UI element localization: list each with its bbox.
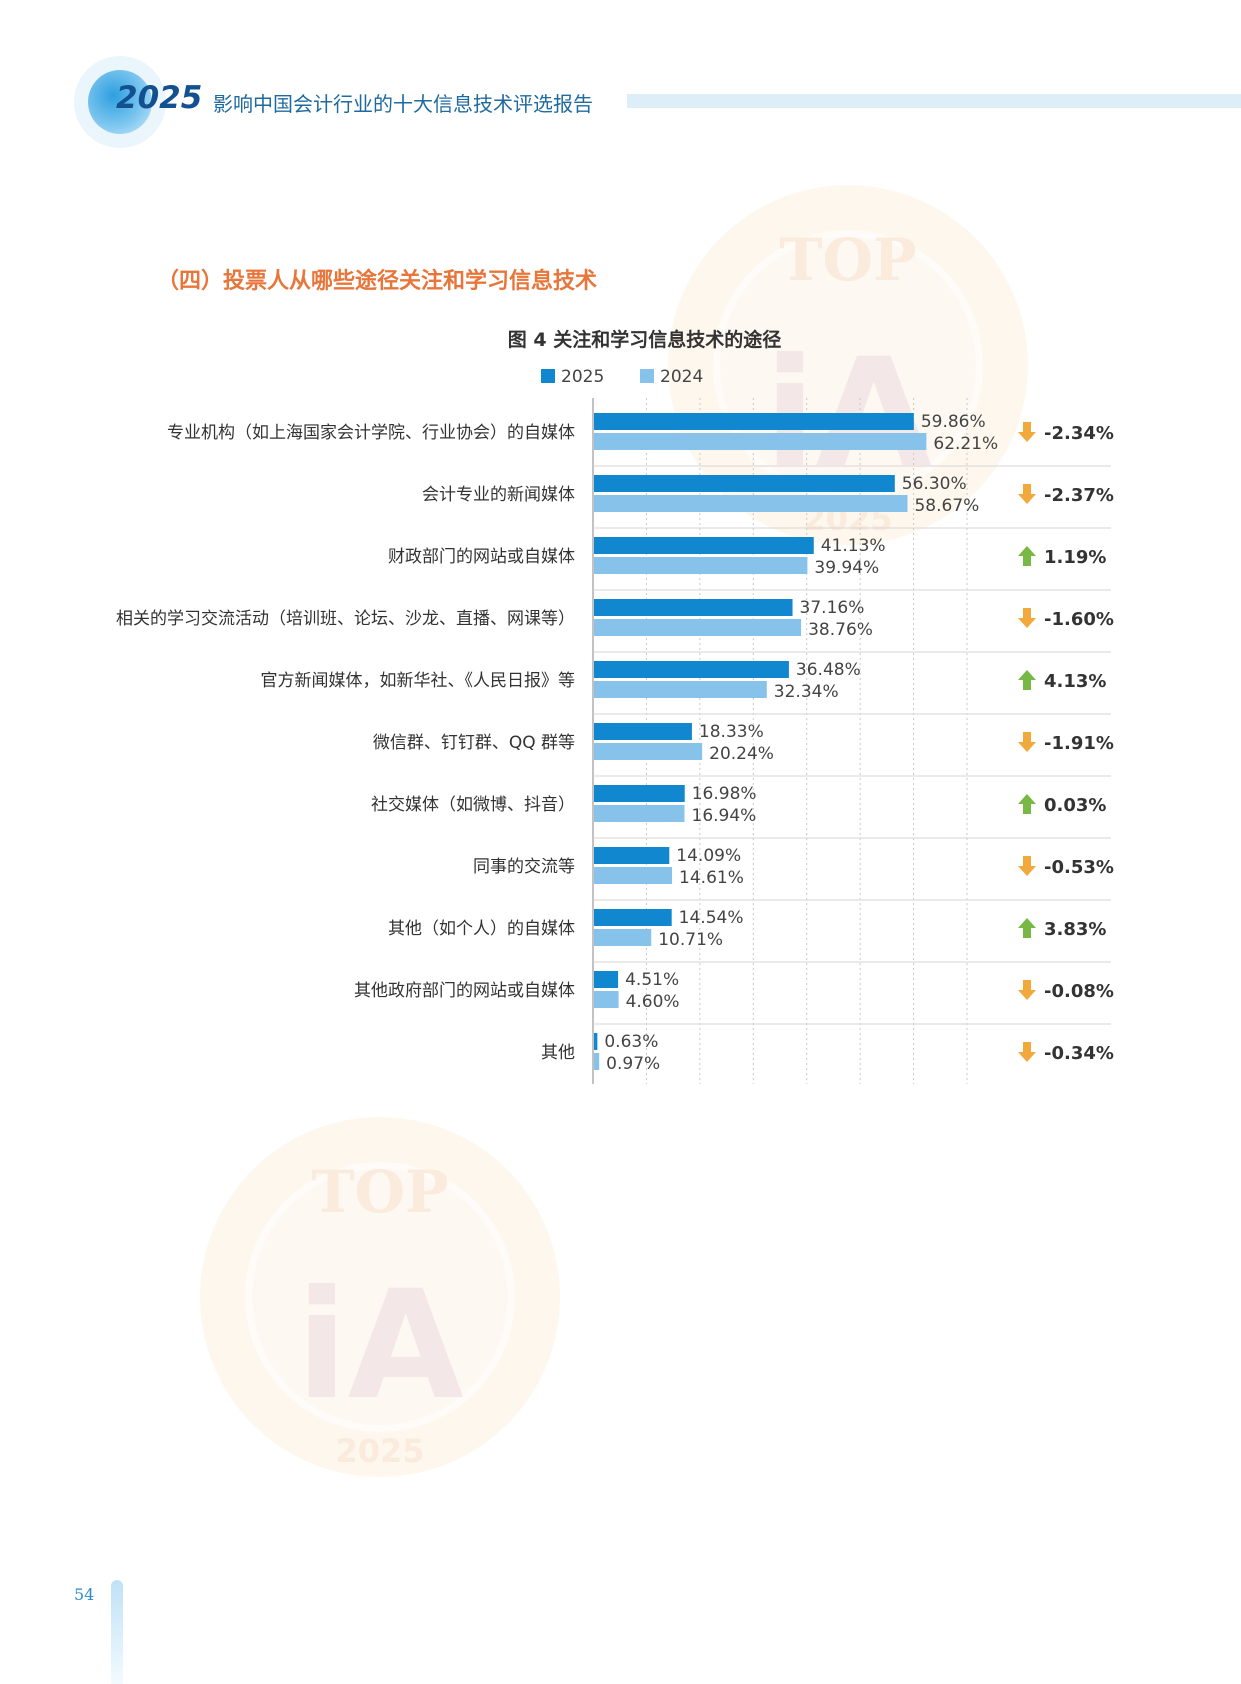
bar-2024 [594, 681, 767, 698]
bar-2024 [594, 991, 619, 1008]
bar-2025 [594, 971, 619, 988]
bar-2025 [594, 413, 914, 430]
up-arrow-icon [1018, 670, 1036, 690]
category-label: 其他政府部门的网站或自媒体 [354, 981, 575, 1001]
legend-label-2024: 2024 [660, 367, 704, 387]
bar-2024 [594, 1053, 600, 1070]
change-label: -0.34% [1044, 1043, 1114, 1064]
data-label-2024: 10.71% [658, 930, 723, 950]
bar-2025 [594, 909, 672, 926]
data-label-2024: 58.67% [914, 496, 979, 516]
data-label-2024: 32.34% [774, 682, 839, 702]
data-label-2024: 39.94% [814, 558, 879, 578]
watermark-top-text: TOP [779, 226, 916, 294]
bar-2024 [594, 805, 685, 822]
category-label: 同事的交流等 [473, 857, 575, 877]
data-label-2025: 0.63% [604, 1032, 658, 1052]
bar-2025 [594, 661, 789, 678]
bar-2024 [594, 929, 652, 946]
change-label: -1.91% [1044, 733, 1114, 754]
legend-label-2025: 2025 [561, 367, 605, 387]
change-label: -0.53% [1044, 857, 1114, 878]
data-label-2025: 36.48% [796, 660, 861, 680]
bar-2025 [594, 723, 692, 740]
data-label-2024: 62.21% [933, 434, 998, 454]
header-emblem [88, 70, 152, 134]
bar-2024 [594, 557, 808, 574]
data-label-2024: 20.24% [709, 744, 774, 764]
bar-2024 [594, 619, 802, 636]
change-label: 0.03% [1044, 795, 1106, 816]
section-title: （四）投票人从哪些途径关注和学习信息技术 [157, 269, 598, 294]
data-label-2025: 4.51% [625, 970, 679, 990]
category-label: 专业机构（如上海国家会计学院、行业协会）的自媒体 [167, 423, 575, 443]
change-label: 4.13% [1044, 671, 1106, 692]
bar-2025 [594, 537, 814, 554]
change-label: -2.34% [1044, 423, 1114, 444]
up-arrow-icon [1018, 794, 1036, 814]
bar-2025 [594, 847, 670, 864]
data-label-2024: 0.97% [606, 1054, 660, 1074]
change-label: 3.83% [1044, 919, 1106, 940]
page-number: 54 [74, 1585, 95, 1604]
down-arrow-icon [1018, 856, 1036, 876]
legend-item-2025: 2025 [541, 367, 604, 387]
data-label-2024: 38.76% [808, 620, 873, 640]
data-label-2025: 41.13% [821, 536, 886, 556]
bar-2024 [594, 433, 927, 450]
category-label: 会计专业的新闻媒体 [422, 485, 575, 505]
bar-2025 [594, 1033, 598, 1050]
chart-title: 图 4 关注和学习信息技术的途径 [507, 329, 782, 351]
header-title: 影响中国会计行业的十大信息技术评选报告 [213, 92, 593, 116]
bar-2025 [594, 599, 793, 616]
page-side-bar [111, 1580, 123, 1684]
category-label: 相关的学习交流活动（培训班、论坛、沙龙、直播、网课等） [116, 609, 575, 629]
bar-2024 [594, 867, 673, 884]
data-label-2025: 14.54% [679, 908, 744, 928]
change-label: -0.08% [1044, 981, 1114, 1002]
up-arrow-icon [1018, 918, 1036, 938]
category-label: 社交媒体（如微博、抖音） [371, 795, 575, 815]
legend-swatch-2025 [541, 369, 555, 383]
up-arrow-icon [1018, 546, 1036, 566]
data-label-2025: 59.86% [921, 412, 986, 432]
data-label-2025: 56.30% [902, 474, 967, 494]
category-label: 财政部门的网站或自媒体 [388, 547, 575, 567]
bar-2024 [594, 743, 703, 760]
down-arrow-icon [1018, 608, 1036, 628]
data-label-2024: 16.94% [692, 806, 757, 826]
data-label-2024: 4.60% [626, 992, 680, 1012]
data-label-2024: 14.61% [679, 868, 744, 888]
bar-2024 [594, 495, 908, 512]
header-year: 2025 [116, 80, 203, 116]
down-arrow-icon [1018, 484, 1036, 504]
category-label: 其他 [541, 1043, 575, 1063]
header-rule [627, 94, 1241, 108]
change-label: -1.60% [1044, 609, 1114, 630]
bar-2025 [594, 785, 685, 802]
watermark-year-2: 2025 [335, 1432, 424, 1470]
category-label: 微信群、钉钉群、QQ 群等 [373, 733, 575, 753]
change-label: -2.37% [1044, 485, 1114, 506]
category-label: 官方新闻媒体，如新华社、《人民日报》等 [261, 671, 576, 691]
data-label-2025: 18.33% [699, 722, 764, 742]
change-label: 1.19% [1044, 547, 1106, 568]
down-arrow-icon [1018, 422, 1036, 442]
category-label: 其他（如个人）的自媒体 [388, 919, 575, 939]
data-label-2025: 37.16% [800, 598, 865, 618]
legend-item-2024: 2024 [640, 367, 703, 387]
down-arrow-icon [1018, 980, 1036, 1000]
down-arrow-icon [1018, 732, 1036, 752]
data-label-2025: 16.98% [692, 784, 757, 804]
bar-2025 [594, 475, 895, 492]
watermark-logo-2: iA [296, 1259, 464, 1433]
watermark-seal-bottom: TOP iA 2025 [200, 1117, 560, 1477]
down-arrow-icon [1018, 1042, 1036, 1062]
data-label-2025: 14.09% [676, 846, 741, 866]
legend-swatch-2024 [640, 369, 654, 383]
watermark-top-text-2: TOP [311, 1158, 448, 1226]
